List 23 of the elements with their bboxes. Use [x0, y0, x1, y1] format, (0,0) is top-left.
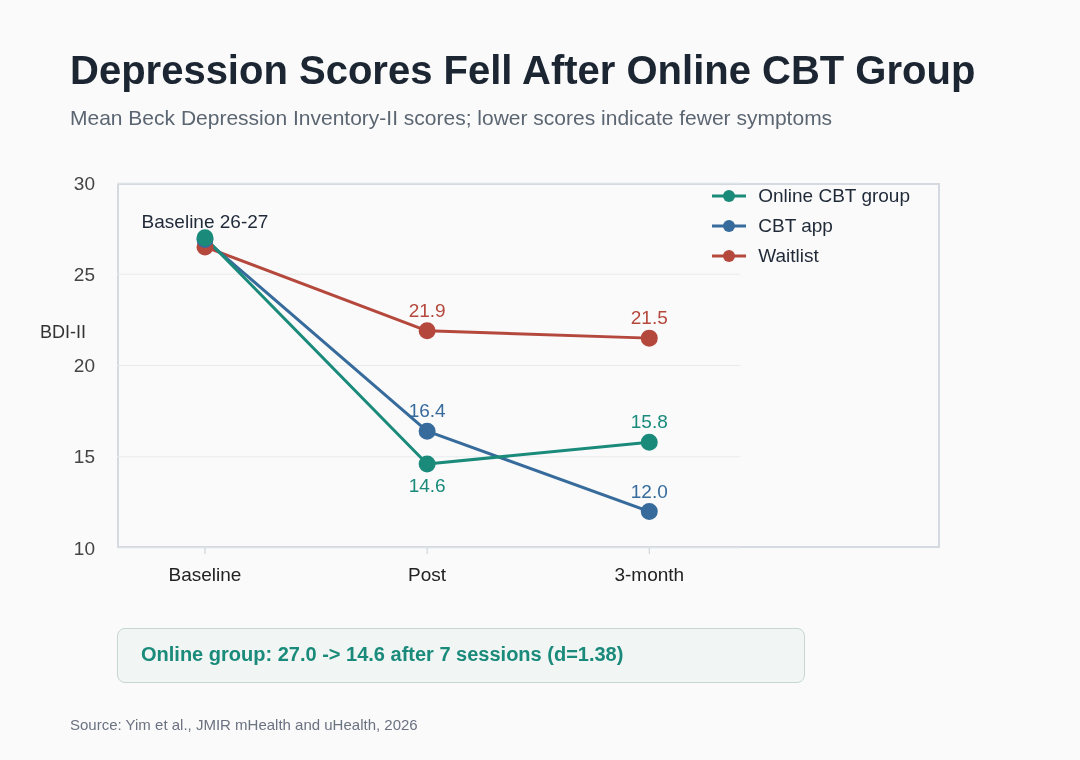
data-label: 14.6	[408, 475, 446, 497]
annotation: Baseline 26-27	[141, 210, 269, 232]
y-tick-label: 15	[73, 446, 95, 468]
y-tick-label: 25	[73, 263, 95, 285]
y-tick-label: 20	[73, 355, 95, 377]
source-note: Source: Yim et al., JMIR mHealth and uHealth, 2026	[70, 716, 418, 733]
data-label: 21.5	[630, 307, 668, 329]
y-axis-title: BDI-II	[40, 322, 87, 343]
legend-label: Waitlist	[758, 245, 819, 267]
y-tick-label: 10	[73, 537, 95, 559]
x-tick-label: Post	[408, 564, 447, 586]
data-label: 21.9	[408, 299, 446, 321]
x-tick-label: Baseline	[168, 564, 242, 586]
data-label: 15.8	[630, 411, 668, 433]
chart-subtitle: Mean Beck Depression Inventory-II scores; lower scores indicate fewer symptoms	[70, 106, 833, 130]
data-label: 12.0	[630, 480, 668, 502]
chart-title: Depression Scores Fell After Online CBT Group	[70, 48, 976, 93]
legend-label: CBT app	[758, 215, 833, 237]
text: Online group: 27.0 -> 14.6 after 7 sessions (d=1.38)	[117, 628, 805, 683]
x-tick-label: 3-month	[614, 564, 685, 586]
data-label: 16.4	[408, 400, 447, 422]
legend-label: Online CBT group	[758, 185, 910, 207]
y-tick-label: 30	[73, 172, 95, 194]
